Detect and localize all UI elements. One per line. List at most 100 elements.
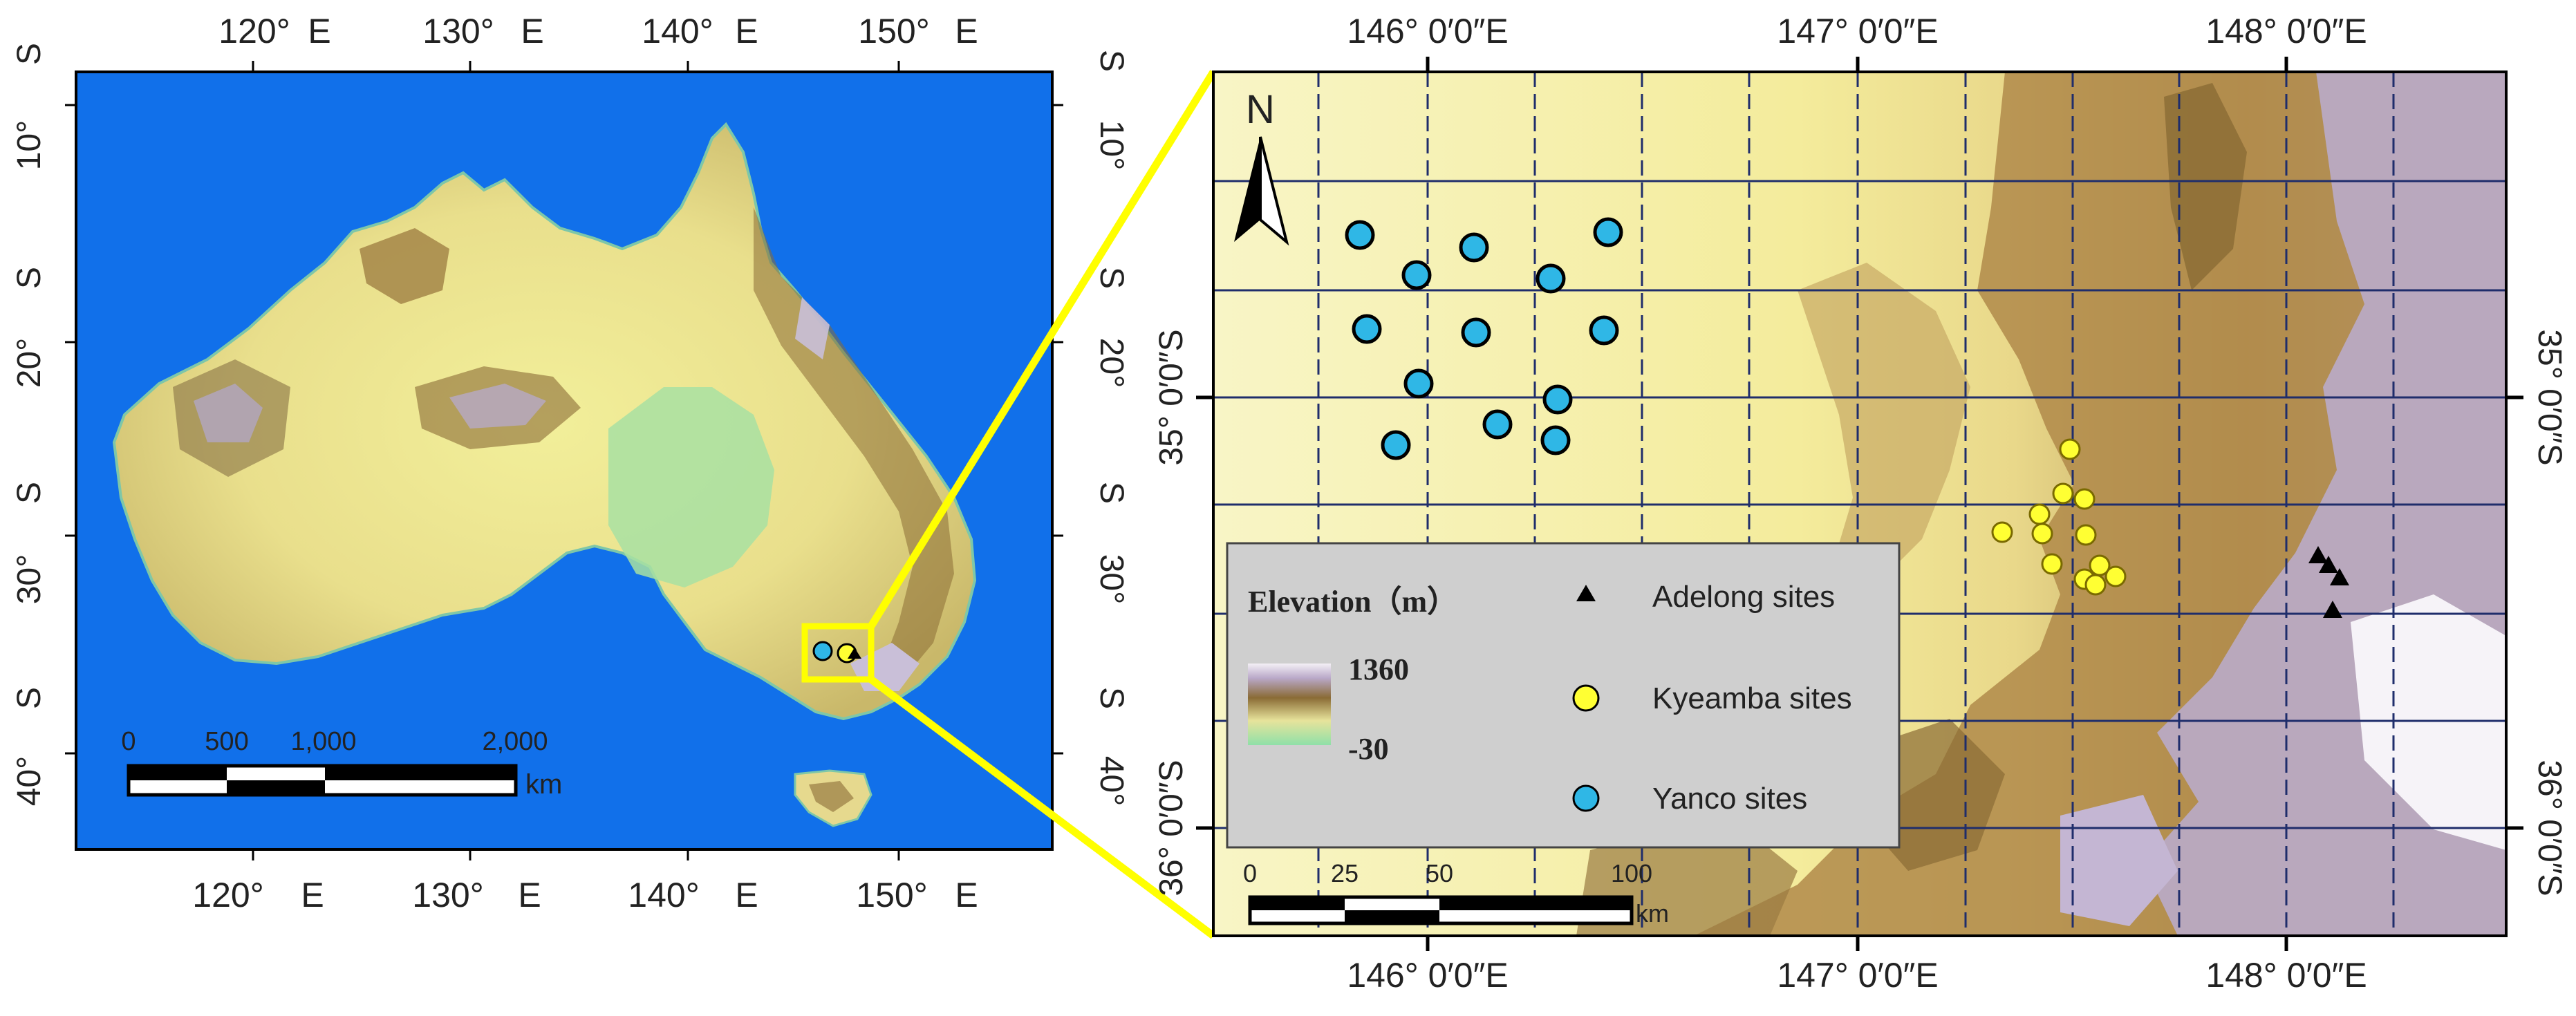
lon-top-140: 140°: [642, 12, 713, 50]
lat-right-20-hem: S: [1093, 482, 1130, 504]
overview-left-lat-labels: S 10° S 20° S 30° S 40°: [11, 43, 48, 806]
terrain-ridge-1: [2164, 83, 2247, 290]
central-ranges-peaks: [449, 384, 546, 429]
study-scale-tick-100: 100: [1611, 859, 1652, 887]
kyeamba-site-marker: [2104, 565, 2127, 587]
lat-right-40: 40°: [1093, 756, 1130, 807]
lat-left-40: 40°: [11, 756, 48, 807]
overview-site-adelong: [848, 648, 861, 659]
study-lon-top-148: 148° 0′0″E: [2205, 12, 2367, 50]
legend-kyeamba-icon: [1572, 684, 1600, 712]
overview-site-yanco: [812, 641, 833, 661]
study-lon-top-147: 147° 0′0″E: [1777, 12, 1938, 50]
kyeamba-site-marker: [2031, 523, 2053, 545]
yanco-site-marker: [1461, 317, 1491, 348]
north-arrow-label: N: [1246, 87, 1275, 132]
legend-yanco-label: Yanco sites: [1652, 782, 1807, 816]
study-lon-bottom-146: 146° 0′0″E: [1347, 956, 1508, 995]
yanco-site-marker: [1482, 409, 1513, 440]
study-scale-tick-50: 50: [1426, 859, 1453, 887]
zoom-connector-bottom: [868, 676, 1216, 939]
tasmania-highlands: [809, 781, 854, 812]
north-arrow-icon: [1234, 137, 1260, 242]
legend-yanco-icon: [1572, 784, 1600, 812]
yanco-site-marker: [1593, 217, 1623, 247]
yanco-site-marker: [1345, 220, 1375, 250]
terrain-peaks-light: [2351, 594, 2506, 850]
study-scale-bar: 0 25 50 100 km: [1243, 859, 1669, 928]
adelong-sites: [2308, 546, 2349, 618]
kyeamba-site-marker: [2052, 482, 2074, 505]
study-lat-left-35: 35° 0′0″S: [1153, 329, 1190, 465]
lat-left-edge-hem: S: [11, 43, 48, 65]
legend-box: [1226, 542, 1901, 849]
adelong-site-marker: [2330, 568, 2349, 585]
yanco-site-marker: [1401, 260, 1432, 290]
lon-bottom-150-hem: E: [955, 876, 978, 914]
lat-left-30-hem: S: [11, 687, 48, 709]
zoom-connector-top: [868, 70, 1217, 628]
lat-right-10: 10°: [1093, 120, 1130, 171]
study-lat-left-36: 36° 0′0″S: [1153, 760, 1190, 896]
legend-adelong-icon: [1576, 585, 1596, 601]
overview-scale-tick-2000: 2,000: [482, 727, 548, 756]
kyeamba-site-marker: [2041, 553, 2063, 575]
study-scale-tick-25: 25: [1331, 859, 1359, 887]
overview-map: 120° E 130° E 140° E 150° E 120° E 130° …: [11, 12, 1130, 914]
elevation-min-label: -30: [1348, 732, 1389, 766]
yanco-sites: [1345, 217, 1623, 460]
lon-bottom-130-hem: E: [518, 876, 541, 914]
elevation-max-label: 1360: [1348, 652, 1409, 686]
legend: Elevation（m） 1360 -30 Adelong sites Kyea…: [1226, 542, 1901, 849]
kyeamba-site-marker: [2084, 574, 2107, 596]
study-scale-unit: km: [1636, 899, 1669, 928]
overview-scale-tick-500: 500: [205, 727, 248, 756]
lon-top-150: 150°: [858, 12, 929, 50]
study-area-ticks: [1196, 57, 2523, 951]
legend-title: Elevation（m）: [1248, 585, 1457, 619]
yanco-site-marker: [1540, 425, 1571, 455]
north-arrow-icon-half: [1259, 136, 1289, 246]
overview-scale-tick-1000: 1,000: [290, 727, 356, 756]
lat-left-20-hem: S: [11, 482, 48, 504]
overview-top-lon-labels: 120° E 130° E 140° E 150° E: [218, 12, 978, 50]
kyeamba-site-marker: [2059, 438, 2081, 460]
study-lat-right-35: 35° 0′0″S: [2531, 329, 2568, 465]
lon-bottom-120-hem: E: [301, 876, 324, 914]
lon-top-150-hem: E: [955, 12, 978, 50]
lon-bottom-150: 150°: [856, 876, 927, 914]
lon-top-130-hem: E: [521, 12, 543, 50]
legend-adelong-label: Adelong sites: [1652, 580, 1835, 614]
lon-bottom-120: 120°: [192, 876, 263, 914]
kyeamba-site-marker: [2073, 488, 2096, 510]
study-area-box: [801, 623, 875, 683]
yanco-site-marker: [1459, 232, 1489, 263]
yanco-site-marker: [1352, 314, 1382, 344]
kyeamba-sites: [1991, 438, 2127, 596]
adelong-site-marker: [2323, 601, 2342, 618]
lon-top-120: 120°: [218, 12, 290, 50]
lat-right-30-hem: S: [1093, 687, 1130, 709]
study-area-frame: [1212, 70, 2508, 937]
yanco-site-marker: [1589, 315, 1619, 346]
lat-right-30: 30°: [1093, 554, 1130, 605]
study-lon-bottom-148: 148° 0′0″E: [2205, 956, 2367, 995]
queensland-peaks: [795, 297, 830, 359]
lat-left-10: 10°: [11, 120, 48, 171]
lat-right-edge-hem: S: [1093, 50, 1130, 72]
lat-right-20: 20°: [1093, 338, 1130, 388]
lat-right-10-hem: S: [1093, 267, 1130, 289]
lon-bottom-130: 130°: [412, 876, 483, 914]
yanco-site-marker: [1381, 430, 1411, 460]
north-arrow: N: [1234, 87, 1289, 246]
adelong-site-marker: [2319, 556, 2338, 573]
overview-ticks: [65, 61, 1063, 860]
kyeamba-site-marker: [2028, 503, 2051, 525]
lon-top-130: 130°: [422, 12, 494, 50]
study-lon-top-146: 146° 0′0″E: [1347, 12, 1508, 50]
kimberley-highlands: [360, 228, 449, 304]
overview-scale-unit: km: [525, 769, 562, 800]
lake-eyre-basin: [608, 387, 774, 587]
kyeamba-site-marker: [2075, 524, 2097, 546]
